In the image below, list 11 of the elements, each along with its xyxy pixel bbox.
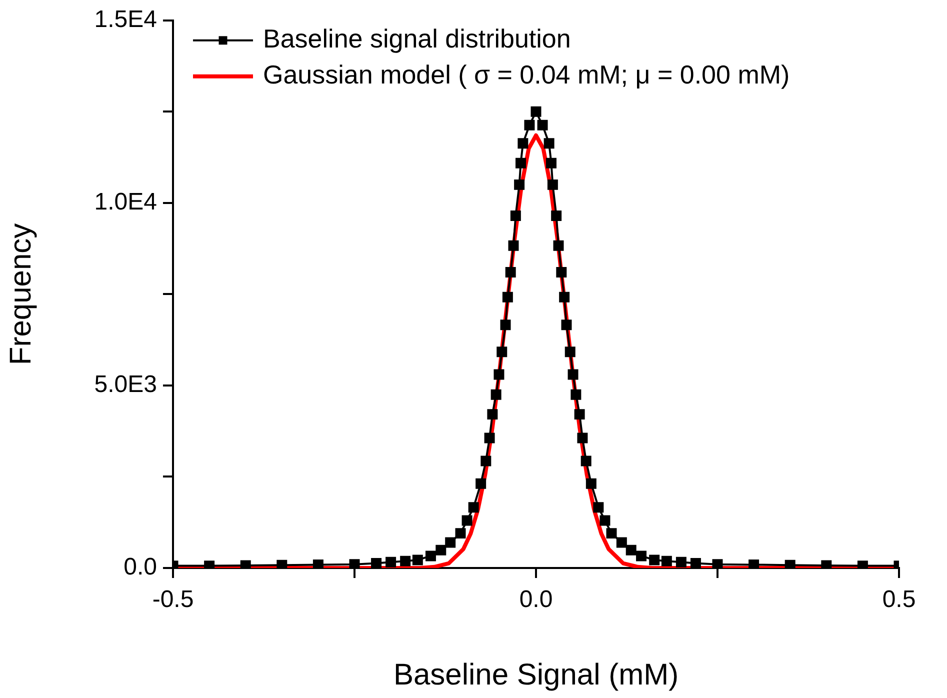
- legend-label: Baseline signal distribution: [263, 24, 571, 54]
- x-axis-title: Baseline Signal (mM): [393, 658, 679, 692]
- y-tick-label: 5.0E3: [94, 371, 157, 398]
- legend-label: Gaussian model ( σ = 0.04 mM; μ = 0.00 mM): [263, 60, 790, 90]
- y-tick-label: 1.0E4: [94, 188, 157, 216]
- x-tick-label: 0.5: [882, 586, 916, 614]
- y-axis-title: Frequency: [4, 223, 38, 366]
- y-tick-label: 0.0: [124, 554, 157, 581]
- x-tick-label: -0.5: [152, 586, 194, 614]
- x-tick-label: 0.0: [519, 586, 553, 614]
- y-tick-label: 1.5E4: [94, 6, 157, 34]
